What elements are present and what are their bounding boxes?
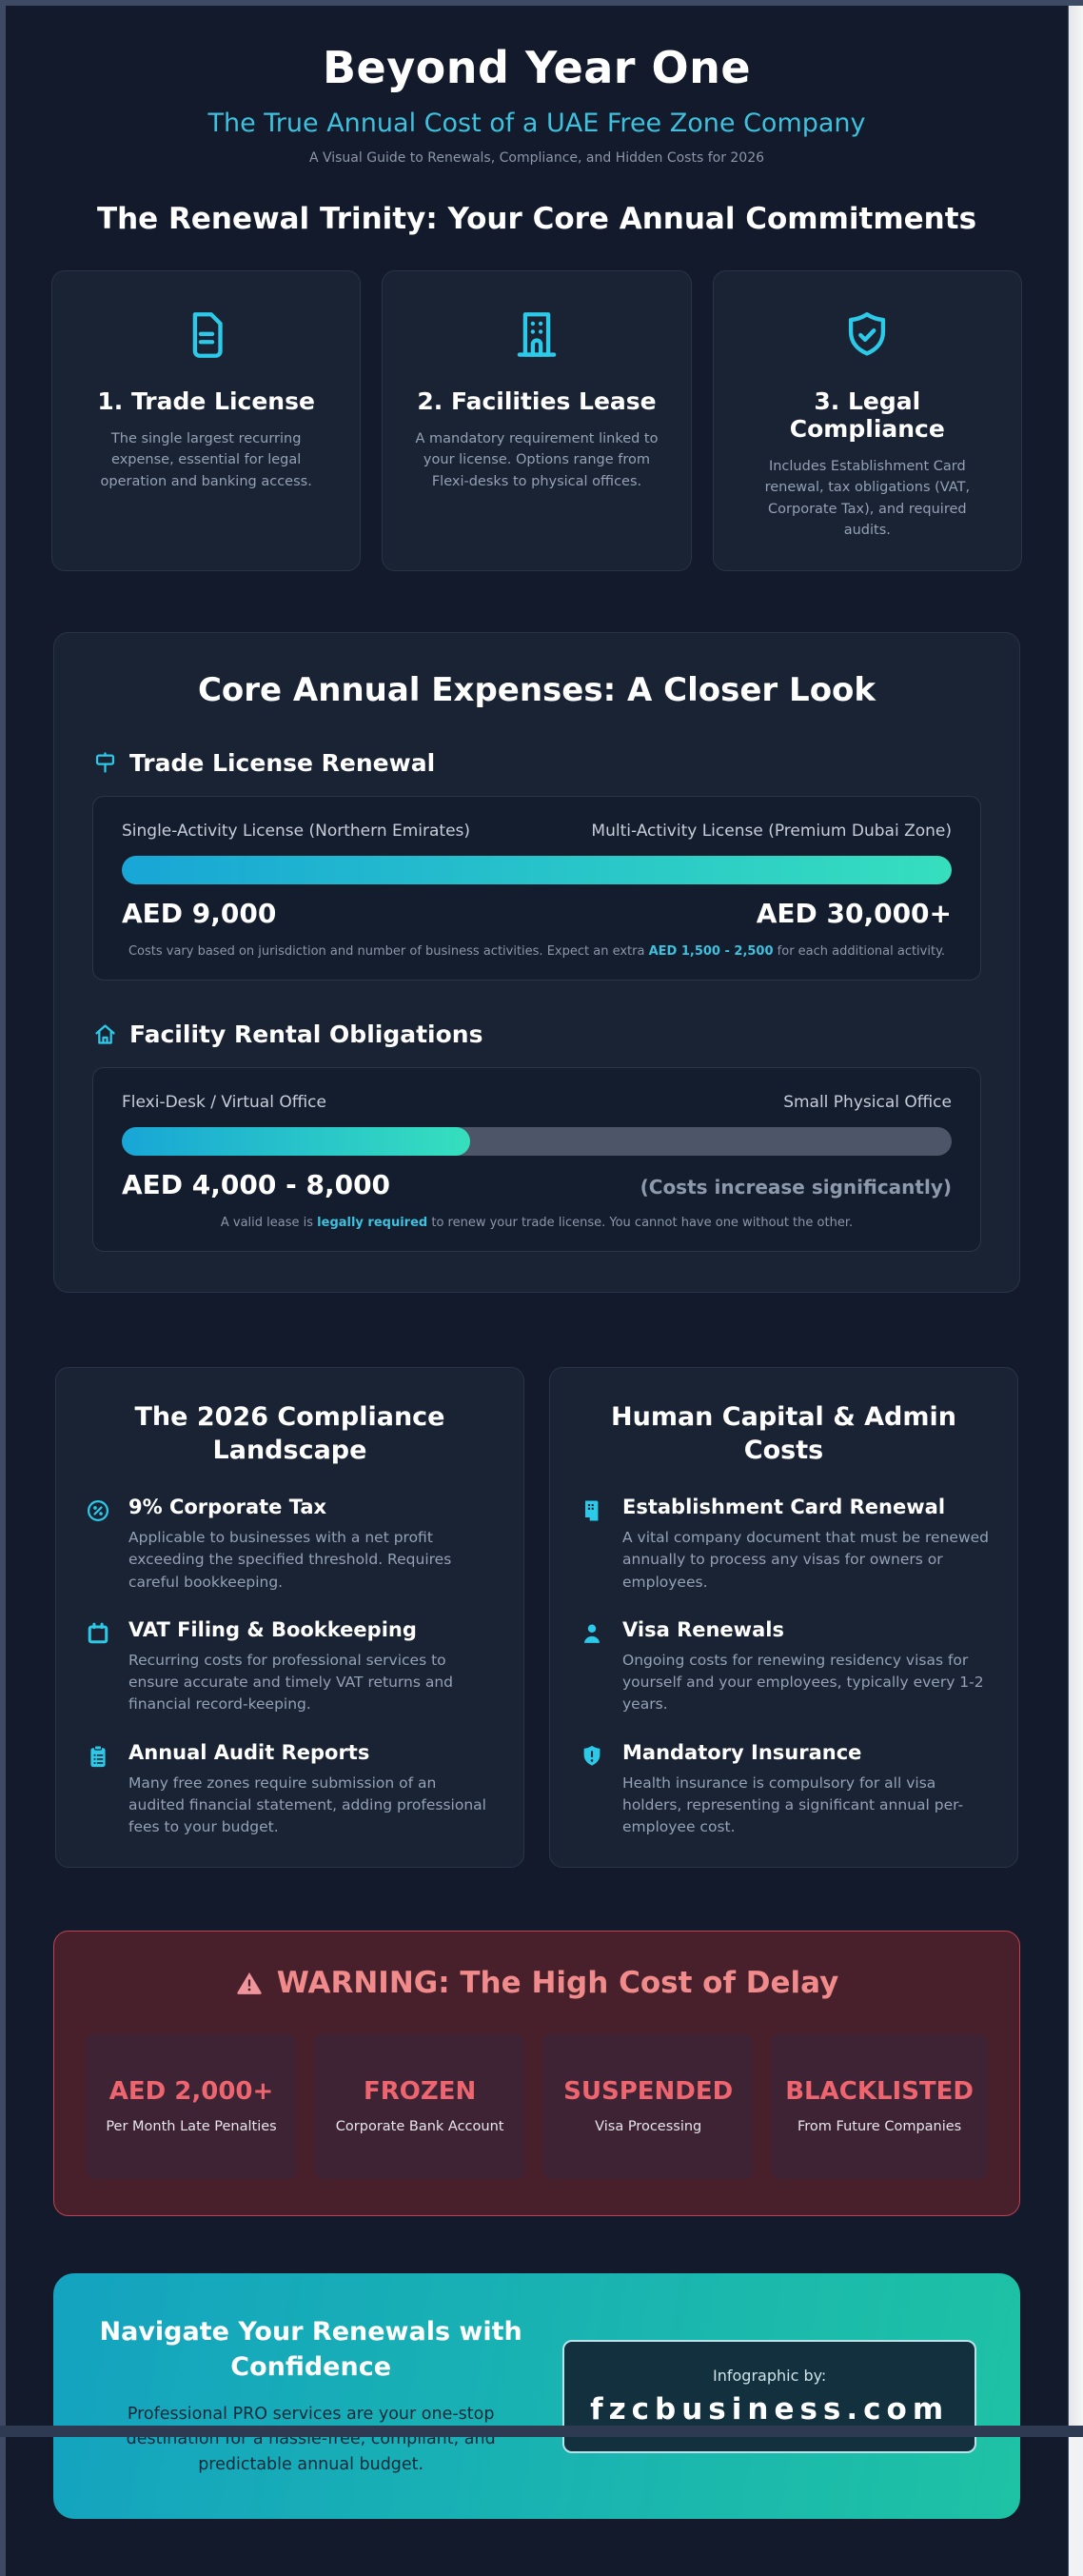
shield-check-icon (737, 304, 998, 367)
facility-bar-note: A valid lease is legally required to ren… (220, 1215, 854, 1230)
list-item-mandatory-insurance: Mandatory Insurance Health insurance is … (579, 1741, 989, 1839)
facility-bar-right-label: Small Physical Office (783, 1092, 952, 1112)
trinity-card-title: 3. Legal Compliance (789, 387, 945, 443)
list-item-body: Many free zones require submission of an… (128, 1773, 486, 1836)
credit-label: Infographic by: (713, 2366, 827, 2385)
list-item-title: Visa Renewals (622, 1617, 784, 1641)
trinity-card-body: The single largest recurring expense, es… (100, 431, 312, 489)
building-icon (405, 304, 667, 367)
trinity-card-trade-license: 1. Trade License The single largest recu… (51, 270, 362, 571)
page-title: Beyond Year One (322, 42, 752, 93)
list-item-body: Health insurance is compulsory for all v… (622, 1773, 964, 1836)
id-card-icon (579, 1496, 607, 1594)
list-item-vat-filing: VAT Filing & Bookkeeping Recurring costs… (85, 1618, 495, 1716)
core-expenses-section: Core Annual Expenses: A Closer Look Trad… (53, 631, 1020, 1293)
warning-box-value: SUSPENDED (563, 2077, 734, 2107)
window-bottom-edge (0, 2426, 1083, 2437)
trinity-card-facilities-lease: 2. Facilities Lease A mandatory requirem… (382, 270, 692, 571)
facility-note-highlight: legally required (317, 1215, 428, 1230)
trade-bar-fill (122, 855, 952, 884)
list-item-title: Mandatory Insurance (622, 1740, 862, 1764)
warning-box-value: FROZEN (363, 2077, 477, 2107)
compliance-heading: The 2026 Compliance Landscape (134, 1401, 445, 1465)
footer-body: Professional PRO services are your one-s… (126, 2405, 496, 2474)
percent-circle-icon (85, 1496, 113, 1594)
list-item-title: Annual Audit Reports (128, 1740, 370, 1764)
facility-rental-subheading: Facility Rental Obligations (92, 1020, 981, 1048)
human-capital-card: Human Capital & Admin Costs Establishmen… (549, 1366, 1018, 1869)
page-tagline: A Visual Guide to Renewals, Compliance, … (308, 150, 765, 166)
trinity-card-title: 2. Facilities Lease (417, 387, 657, 415)
trinity-card-body: A mandatory requirement linked to your l… (415, 431, 659, 489)
warning-triangle-icon (235, 1969, 264, 1997)
trade-license-bar-card: Single-Activity License (Northern Emirat… (92, 795, 981, 981)
list-item-visa-renewals: Visa Renewals Ongoing costs for renewing… (579, 1618, 989, 1716)
warning-box-label: Per Month Late Penalties (106, 2118, 277, 2134)
trade-bar-left-label: Single-Activity License (Northern Emirat… (122, 821, 471, 841)
clipboard-icon (85, 1741, 113, 1839)
trade-bar-right-value: AED 30,000+ (756, 897, 952, 929)
trinity-card-title: 1. Trade License (97, 387, 315, 415)
trade-bar-right-label: Multi-Activity License (Premium Dubai Zo… (591, 821, 952, 841)
warning-box-label: From Future Companies (797, 2118, 962, 2134)
warning-box-suspended: SUSPENDED Visa Processing (543, 2034, 754, 2180)
credit-site: fzcbusiness.com (590, 2391, 950, 2427)
footer-text: Navigate Your Renewals with Confidence P… (97, 2315, 524, 2477)
trade-license-title: Trade License Renewal (129, 748, 436, 777)
warning-box-value: AED 2,000+ (108, 2077, 274, 2107)
trade-bar-note: Costs vary based on jurisdiction and num… (128, 943, 946, 959)
house-icon (92, 1021, 118, 1047)
shield-exclamation-icon (579, 1741, 607, 1839)
scrollbar[interactable] (1069, 6, 1083, 2426)
facility-bar-fill (122, 1126, 471, 1156)
facility-bar-track (122, 1126, 952, 1156)
list-item-audit-reports: Annual Audit Reports Many free zones req… (85, 1741, 495, 1839)
warning-box-blacklisted: BLACKLISTED From Future Companies (772, 2034, 988, 2180)
trade-note-highlight: AED 1,500 - 2,500 (648, 943, 774, 959)
facility-bar-card: Flexi-Desk / Virtual Office Small Physic… (92, 1066, 981, 1252)
warning-box-label: Corporate Bank Account (335, 2118, 504, 2134)
core-expenses-heading: Core Annual Expenses: A Closer Look (197, 670, 876, 709)
list-item-body: Recurring costs for professional service… (128, 1651, 454, 1714)
warning-boxes: AED 2,000+ Per Month Late Penalties FROZ… (87, 2034, 988, 2180)
list-item-title: VAT Filing & Bookkeeping (128, 1617, 417, 1641)
trinity-cards: 1. Trade License The single largest recu… (51, 270, 1022, 571)
footer-cta: Navigate Your Renewals with Confidence P… (53, 2273, 1020, 2519)
list-item-corporate-tax: 9% Corporate Tax Applicable to businesse… (85, 1496, 495, 1594)
warning-section: WARNING: The High Cost of Delay AED 2,00… (53, 1931, 1020, 2217)
calendar-icon (85, 1618, 113, 1716)
trade-license-subheading: Trade License Renewal (92, 749, 981, 777)
compliance-landscape-card: The 2026 Compliance Landscape 9% Corpora… (55, 1366, 524, 1869)
trinity-heading: The Renewal Trinity: Your Core Annual Co… (96, 202, 977, 236)
list-item-body: Ongoing costs for renewing residency vis… (622, 1651, 984, 1714)
facility-bar-left-value: AED 4,000 - 8,000 (122, 1168, 391, 1200)
warning-box-label: Visa Processing (595, 2118, 702, 2134)
list-item-title: Establishment Card Renewal (622, 1496, 946, 1519)
footer-heading: Navigate Your Renewals with Confidence (99, 2317, 522, 2382)
info-columns: The 2026 Compliance Landscape 9% Corpora… (55, 1366, 1018, 1869)
list-item-title: 9% Corporate Tax (128, 1496, 327, 1519)
list-item-establishment-card: Establishment Card Renewal A vital compa… (579, 1496, 989, 1594)
person-icon (579, 1618, 607, 1716)
page-subtitle: The True Annual Cost of a UAE Free Zone … (207, 109, 866, 138)
warning-box-value: BLACKLISTED (785, 2077, 975, 2107)
list-item-body: Applicable to businesses with a net prof… (128, 1529, 452, 1591)
facility-rental-title: Facility Rental Obligations (129, 1020, 483, 1048)
warning-box-frozen: FROZEN Corporate Bank Account (315, 2034, 525, 2180)
signpost-icon (92, 750, 118, 776)
human-capital-heading: Human Capital & Admin Costs (611, 1401, 956, 1465)
trinity-card-body: Includes Establishment Card renewal, tax… (764, 459, 971, 539)
header: Beyond Year One The True Annual Cost of … (6, 6, 1068, 166)
warning-heading: WARNING: The High Cost of Delay (87, 1966, 987, 2000)
trinity-card-legal-compliance: 3. Legal Compliance Includes Establishme… (712, 270, 1022, 571)
trade-bar-left-value: AED 9,000 (122, 897, 277, 929)
trade-bar-track (122, 855, 952, 884)
facility-bar-left-label: Flexi-Desk / Virtual Office (122, 1092, 326, 1112)
window-top-edge (0, 0, 1083, 6)
facility-bar-right-value: (Costs increase significantly) (640, 1175, 952, 1199)
warning-box-late-penalties: AED 2,000+ Per Month Late Penalties (87, 2034, 297, 2180)
list-item-body: A vital company document that must be re… (622, 1529, 990, 1591)
document-icon (75, 304, 337, 367)
